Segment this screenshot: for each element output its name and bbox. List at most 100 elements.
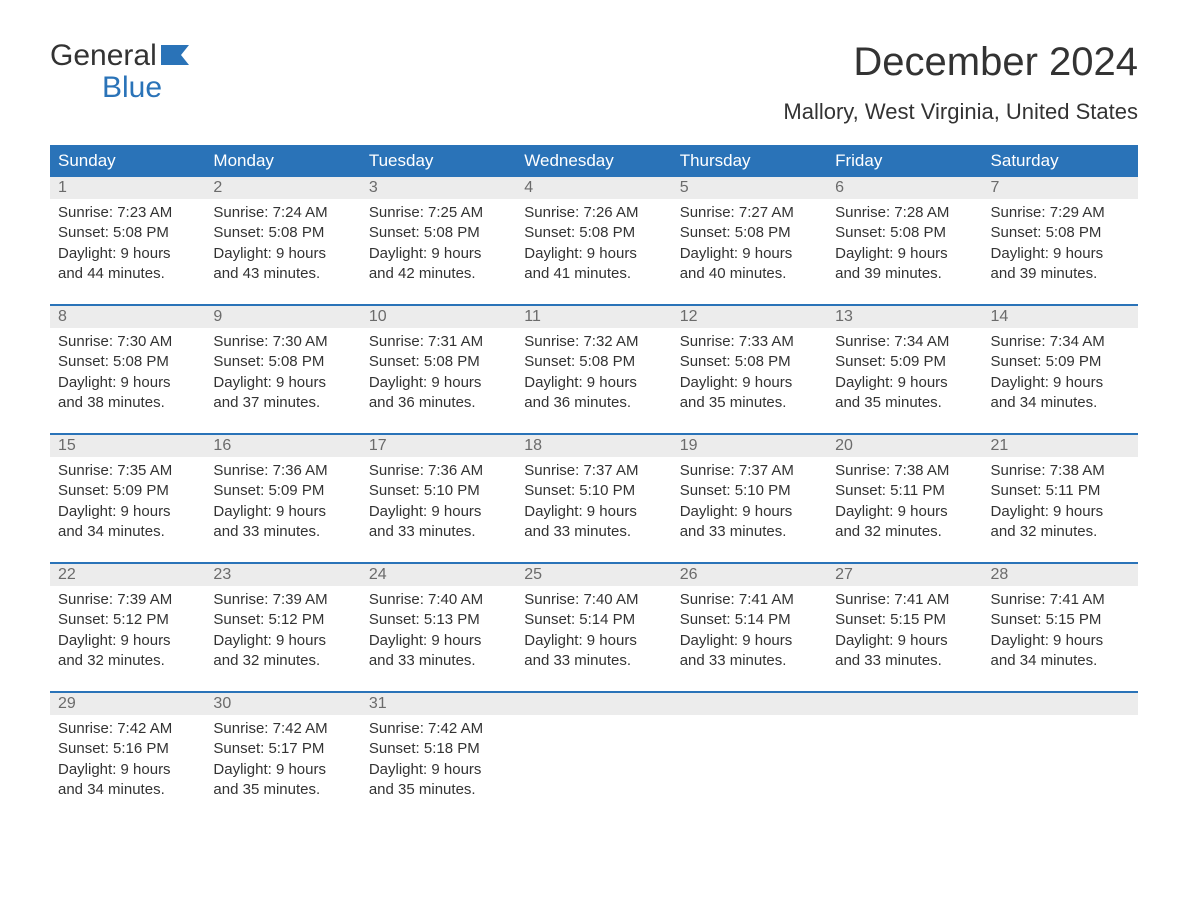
day-number: 6	[827, 177, 982, 199]
day-dl1: Daylight: 9 hours	[58, 244, 197, 264]
day-sunrise: Sunrise: 7:42 AM	[213, 719, 352, 739]
day-sunset: Sunset: 5:15 PM	[835, 610, 974, 630]
logo-text-1: General	[50, 40, 157, 72]
calendar-day-cell: 29Sunrise: 7:42 AMSunset: 5:16 PMDayligh…	[50, 692, 205, 820]
day-sunrise: Sunrise: 7:32 AM	[524, 332, 663, 352]
day-details: Sunrise: 7:36 AMSunset: 5:09 PMDaylight:…	[205, 457, 360, 542]
day-sunset: Sunset: 5:14 PM	[524, 610, 663, 630]
day-number: 13	[827, 306, 982, 328]
day-sunset: Sunset: 5:09 PM	[58, 481, 197, 501]
calendar-day-cell	[672, 692, 827, 820]
calendar-day-cell: 15Sunrise: 7:35 AMSunset: 5:09 PMDayligh…	[50, 434, 205, 563]
day-number: 28	[983, 564, 1138, 586]
day-dl1: Daylight: 9 hours	[991, 502, 1130, 522]
calendar-day-cell: 7Sunrise: 7:29 AMSunset: 5:08 PMDaylight…	[983, 177, 1138, 305]
day-number: 23	[205, 564, 360, 586]
day-sunset: Sunset: 5:13 PM	[369, 610, 508, 630]
day-dl2: and 40 minutes.	[680, 264, 819, 284]
day-sunset: Sunset: 5:08 PM	[213, 223, 352, 243]
day-number	[672, 693, 827, 715]
calendar-day-cell	[983, 692, 1138, 820]
day-dl1: Daylight: 9 hours	[369, 244, 508, 264]
day-dl1: Daylight: 9 hours	[213, 631, 352, 651]
day-details: Sunrise: 7:35 AMSunset: 5:09 PMDaylight:…	[50, 457, 205, 542]
calendar-day-cell: 17Sunrise: 7:36 AMSunset: 5:10 PMDayligh…	[361, 434, 516, 563]
day-dl1: Daylight: 9 hours	[524, 244, 663, 264]
day-sunrise: Sunrise: 7:42 AM	[58, 719, 197, 739]
day-sunrise: Sunrise: 7:28 AM	[835, 203, 974, 223]
day-dl2: and 35 minutes.	[369, 780, 508, 800]
day-dl2: and 39 minutes.	[835, 264, 974, 284]
day-dl2: and 35 minutes.	[680, 393, 819, 413]
day-sunset: Sunset: 5:09 PM	[835, 352, 974, 372]
calendar-week-row: 8Sunrise: 7:30 AMSunset: 5:08 PMDaylight…	[50, 305, 1138, 434]
day-sunrise: Sunrise: 7:41 AM	[835, 590, 974, 610]
day-sunrise: Sunrise: 7:39 AM	[58, 590, 197, 610]
calendar-day-cell: 30Sunrise: 7:42 AMSunset: 5:17 PMDayligh…	[205, 692, 360, 820]
day-number: 25	[516, 564, 671, 586]
calendar-day-cell: 19Sunrise: 7:37 AMSunset: 5:10 PMDayligh…	[672, 434, 827, 563]
day-sunset: Sunset: 5:08 PM	[58, 223, 197, 243]
day-sunset: Sunset: 5:11 PM	[835, 481, 974, 501]
day-dl2: and 33 minutes.	[835, 651, 974, 671]
day-dl1: Daylight: 9 hours	[835, 631, 974, 651]
day-number: 30	[205, 693, 360, 715]
day-sunset: Sunset: 5:08 PM	[58, 352, 197, 372]
day-number: 20	[827, 435, 982, 457]
day-sunrise: Sunrise: 7:37 AM	[524, 461, 663, 481]
day-dl2: and 33 minutes.	[680, 651, 819, 671]
logo: General Blue	[50, 40, 189, 103]
day-dl1: Daylight: 9 hours	[991, 244, 1130, 264]
location-text: Mallory, West Virginia, United States	[783, 99, 1138, 125]
calendar-day-cell: 6Sunrise: 7:28 AMSunset: 5:08 PMDaylight…	[827, 177, 982, 305]
logo-text-2: Blue	[50, 72, 189, 104]
calendar-day-cell: 4Sunrise: 7:26 AMSunset: 5:08 PMDaylight…	[516, 177, 671, 305]
day-dl1: Daylight: 9 hours	[369, 631, 508, 651]
day-sunrise: Sunrise: 7:33 AM	[680, 332, 819, 352]
day-details: Sunrise: 7:36 AMSunset: 5:10 PMDaylight:…	[361, 457, 516, 542]
calendar-day-cell: 28Sunrise: 7:41 AMSunset: 5:15 PMDayligh…	[983, 563, 1138, 692]
day-number: 7	[983, 177, 1138, 199]
day-details: Sunrise: 7:42 AMSunset: 5:18 PMDaylight:…	[361, 715, 516, 800]
day-sunset: Sunset: 5:16 PM	[58, 739, 197, 759]
day-number: 5	[672, 177, 827, 199]
day-number: 1	[50, 177, 205, 199]
day-dl1: Daylight: 9 hours	[680, 373, 819, 393]
day-details: Sunrise: 7:23 AMSunset: 5:08 PMDaylight:…	[50, 199, 205, 284]
day-dl2: and 44 minutes.	[58, 264, 197, 284]
day-dl2: and 32 minutes.	[991, 522, 1130, 542]
calendar-week-row: 15Sunrise: 7:35 AMSunset: 5:09 PMDayligh…	[50, 434, 1138, 563]
weekday-header: Saturday	[983, 145, 1138, 177]
day-sunset: Sunset: 5:08 PM	[835, 223, 974, 243]
day-sunset: Sunset: 5:12 PM	[58, 610, 197, 630]
day-details: Sunrise: 7:42 AMSunset: 5:17 PMDaylight:…	[205, 715, 360, 800]
day-sunset: Sunset: 5:12 PM	[213, 610, 352, 630]
day-sunrise: Sunrise: 7:27 AM	[680, 203, 819, 223]
day-sunrise: Sunrise: 7:23 AM	[58, 203, 197, 223]
day-dl2: and 32 minutes.	[58, 651, 197, 671]
day-dl2: and 43 minutes.	[213, 264, 352, 284]
weekday-header: Sunday	[50, 145, 205, 177]
calendar-day-cell: 27Sunrise: 7:41 AMSunset: 5:15 PMDayligh…	[827, 563, 982, 692]
day-sunset: Sunset: 5:08 PM	[680, 223, 819, 243]
calendar-day-cell: 8Sunrise: 7:30 AMSunset: 5:08 PMDaylight…	[50, 305, 205, 434]
day-dl2: and 35 minutes.	[835, 393, 974, 413]
day-sunset: Sunset: 5:14 PM	[680, 610, 819, 630]
calendar-day-cell: 5Sunrise: 7:27 AMSunset: 5:08 PMDaylight…	[672, 177, 827, 305]
day-dl2: and 33 minutes.	[369, 522, 508, 542]
day-sunrise: Sunrise: 7:29 AM	[991, 203, 1130, 223]
day-sunrise: Sunrise: 7:38 AM	[835, 461, 974, 481]
day-sunrise: Sunrise: 7:35 AM	[58, 461, 197, 481]
day-number: 2	[205, 177, 360, 199]
day-sunset: Sunset: 5:08 PM	[369, 223, 508, 243]
day-sunset: Sunset: 5:08 PM	[524, 223, 663, 243]
day-details: Sunrise: 7:29 AMSunset: 5:08 PMDaylight:…	[983, 199, 1138, 284]
day-sunrise: Sunrise: 7:26 AM	[524, 203, 663, 223]
day-number: 12	[672, 306, 827, 328]
day-dl1: Daylight: 9 hours	[680, 631, 819, 651]
weekday-header: Thursday	[672, 145, 827, 177]
page-header: General Blue December 2024 Mallory, West…	[50, 40, 1138, 137]
day-number: 10	[361, 306, 516, 328]
calendar-day-cell: 18Sunrise: 7:37 AMSunset: 5:10 PMDayligh…	[516, 434, 671, 563]
day-dl2: and 38 minutes.	[58, 393, 197, 413]
